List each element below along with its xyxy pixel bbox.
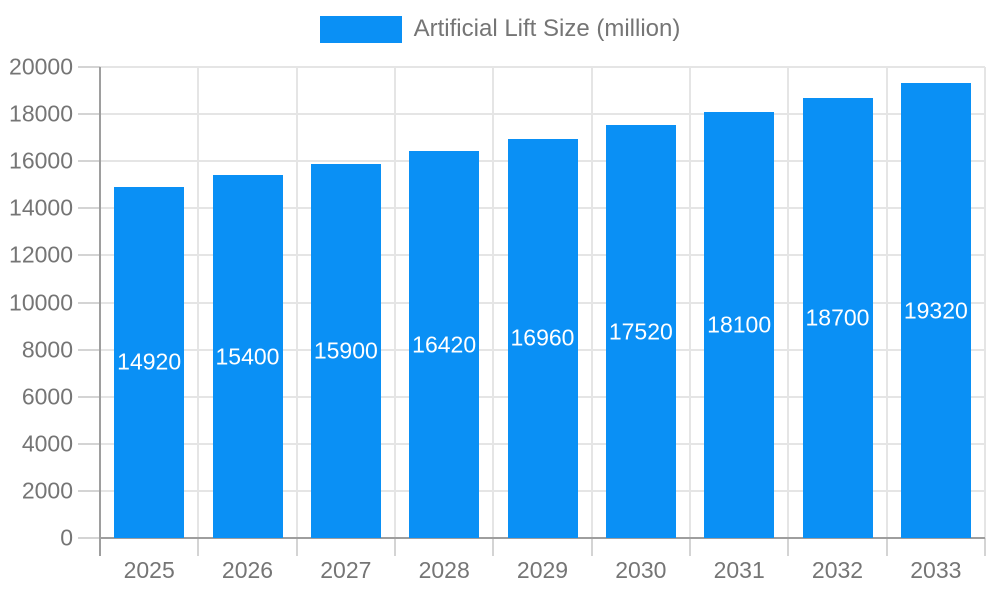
legend-swatch <box>319 15 402 43</box>
bar <box>409 151 480 538</box>
y-axis-tick-label: 12000 <box>9 241 73 268</box>
bar <box>114 186 185 538</box>
x-gridline <box>394 67 396 538</box>
bar <box>802 97 873 538</box>
x-axis-tick <box>885 538 888 556</box>
y-axis-tick-label: 18000 <box>9 100 73 127</box>
legend-label: Artificial Lift Size (million) <box>413 15 681 42</box>
x-axis-tick <box>590 538 593 556</box>
y-gridline <box>100 66 985 68</box>
y-axis-tick <box>78 301 100 304</box>
x-axis-tick <box>492 538 495 556</box>
x-axis-tick <box>689 538 691 556</box>
x-axis-tick-label: 2029 <box>516 557 569 583</box>
x-axis-tick-label: 2030 <box>615 557 667 583</box>
bar-value-label: 16420 <box>412 331 477 358</box>
bar <box>704 111 775 538</box>
x-axis-tick-label: 2028 <box>418 557 470 583</box>
x-axis-tick-label: 2033 <box>910 557 962 583</box>
x-axis-tick-label: 2027 <box>320 557 372 583</box>
bar-value-label: 16960 <box>510 324 575 351</box>
y-axis-tick-label: 0 <box>60 524 73 551</box>
y-axis-tick <box>78 254 100 257</box>
x-gridline <box>787 67 790 538</box>
y-axis-tick-label: 14000 <box>9 194 73 221</box>
bar-value-label: 14920 <box>117 348 182 375</box>
bar-value-label: 15900 <box>313 337 378 364</box>
x-gridline <box>492 67 495 538</box>
y-axis-line <box>99 67 101 556</box>
x-axis-tick <box>787 538 790 556</box>
x-axis-tick-label: 2025 <box>123 557 175 583</box>
y-axis-tick <box>78 537 100 539</box>
x-axis-tick <box>295 538 298 556</box>
y-axis-tick-label: 8000 <box>21 336 73 363</box>
x-axis-tick-label: 2026 <box>221 557 274 583</box>
y-axis-tick <box>78 348 100 351</box>
y-axis-tick <box>78 113 100 116</box>
bar <box>507 138 578 538</box>
y-axis-tick-label: 10000 <box>9 289 73 315</box>
x-gridline <box>197 67 200 538</box>
y-axis-tick-label: 4000 <box>21 430 73 457</box>
bar-value-label: 15400 <box>215 343 280 370</box>
x-axis-tick <box>984 538 986 556</box>
bar-value-label: 18100 <box>707 311 772 338</box>
y-axis-tick-label: 6000 <box>21 383 73 410</box>
bar <box>605 125 676 538</box>
x-axis-tick <box>197 538 200 556</box>
y-axis-tick-label: 2000 <box>21 477 73 504</box>
x-gridline <box>885 67 888 538</box>
bar <box>900 83 971 538</box>
y-axis-tick <box>78 66 100 68</box>
bar <box>310 163 381 538</box>
y-axis-tick <box>78 489 100 492</box>
bar-value-label: 19320 <box>903 297 968 323</box>
x-gridline <box>689 67 691 538</box>
x-axis-tick <box>394 538 396 556</box>
y-gridline <box>100 113 985 116</box>
bar <box>212 175 283 538</box>
y-axis-tick <box>78 160 100 163</box>
x-gridline <box>984 67 986 538</box>
legend-item[interactable]: Artificial Lift Size (million) <box>0 15 1000 43</box>
y-axis-tick-label: 20000 <box>9 53 73 80</box>
x-axis-tick-label: 2032 <box>811 557 864 583</box>
y-axis-tick <box>78 207 100 210</box>
x-gridline <box>295 67 298 538</box>
y-axis-tick <box>78 442 100 445</box>
bar-value-label: 18700 <box>805 304 870 331</box>
x-axis-line <box>100 537 985 539</box>
y-axis-tick-label: 16000 <box>9 147 73 174</box>
x-gridline <box>590 67 593 538</box>
x-axis-tick-label: 2031 <box>713 557 765 583</box>
bar-value-label: 17520 <box>608 318 673 345</box>
y-axis-tick <box>78 395 100 398</box>
